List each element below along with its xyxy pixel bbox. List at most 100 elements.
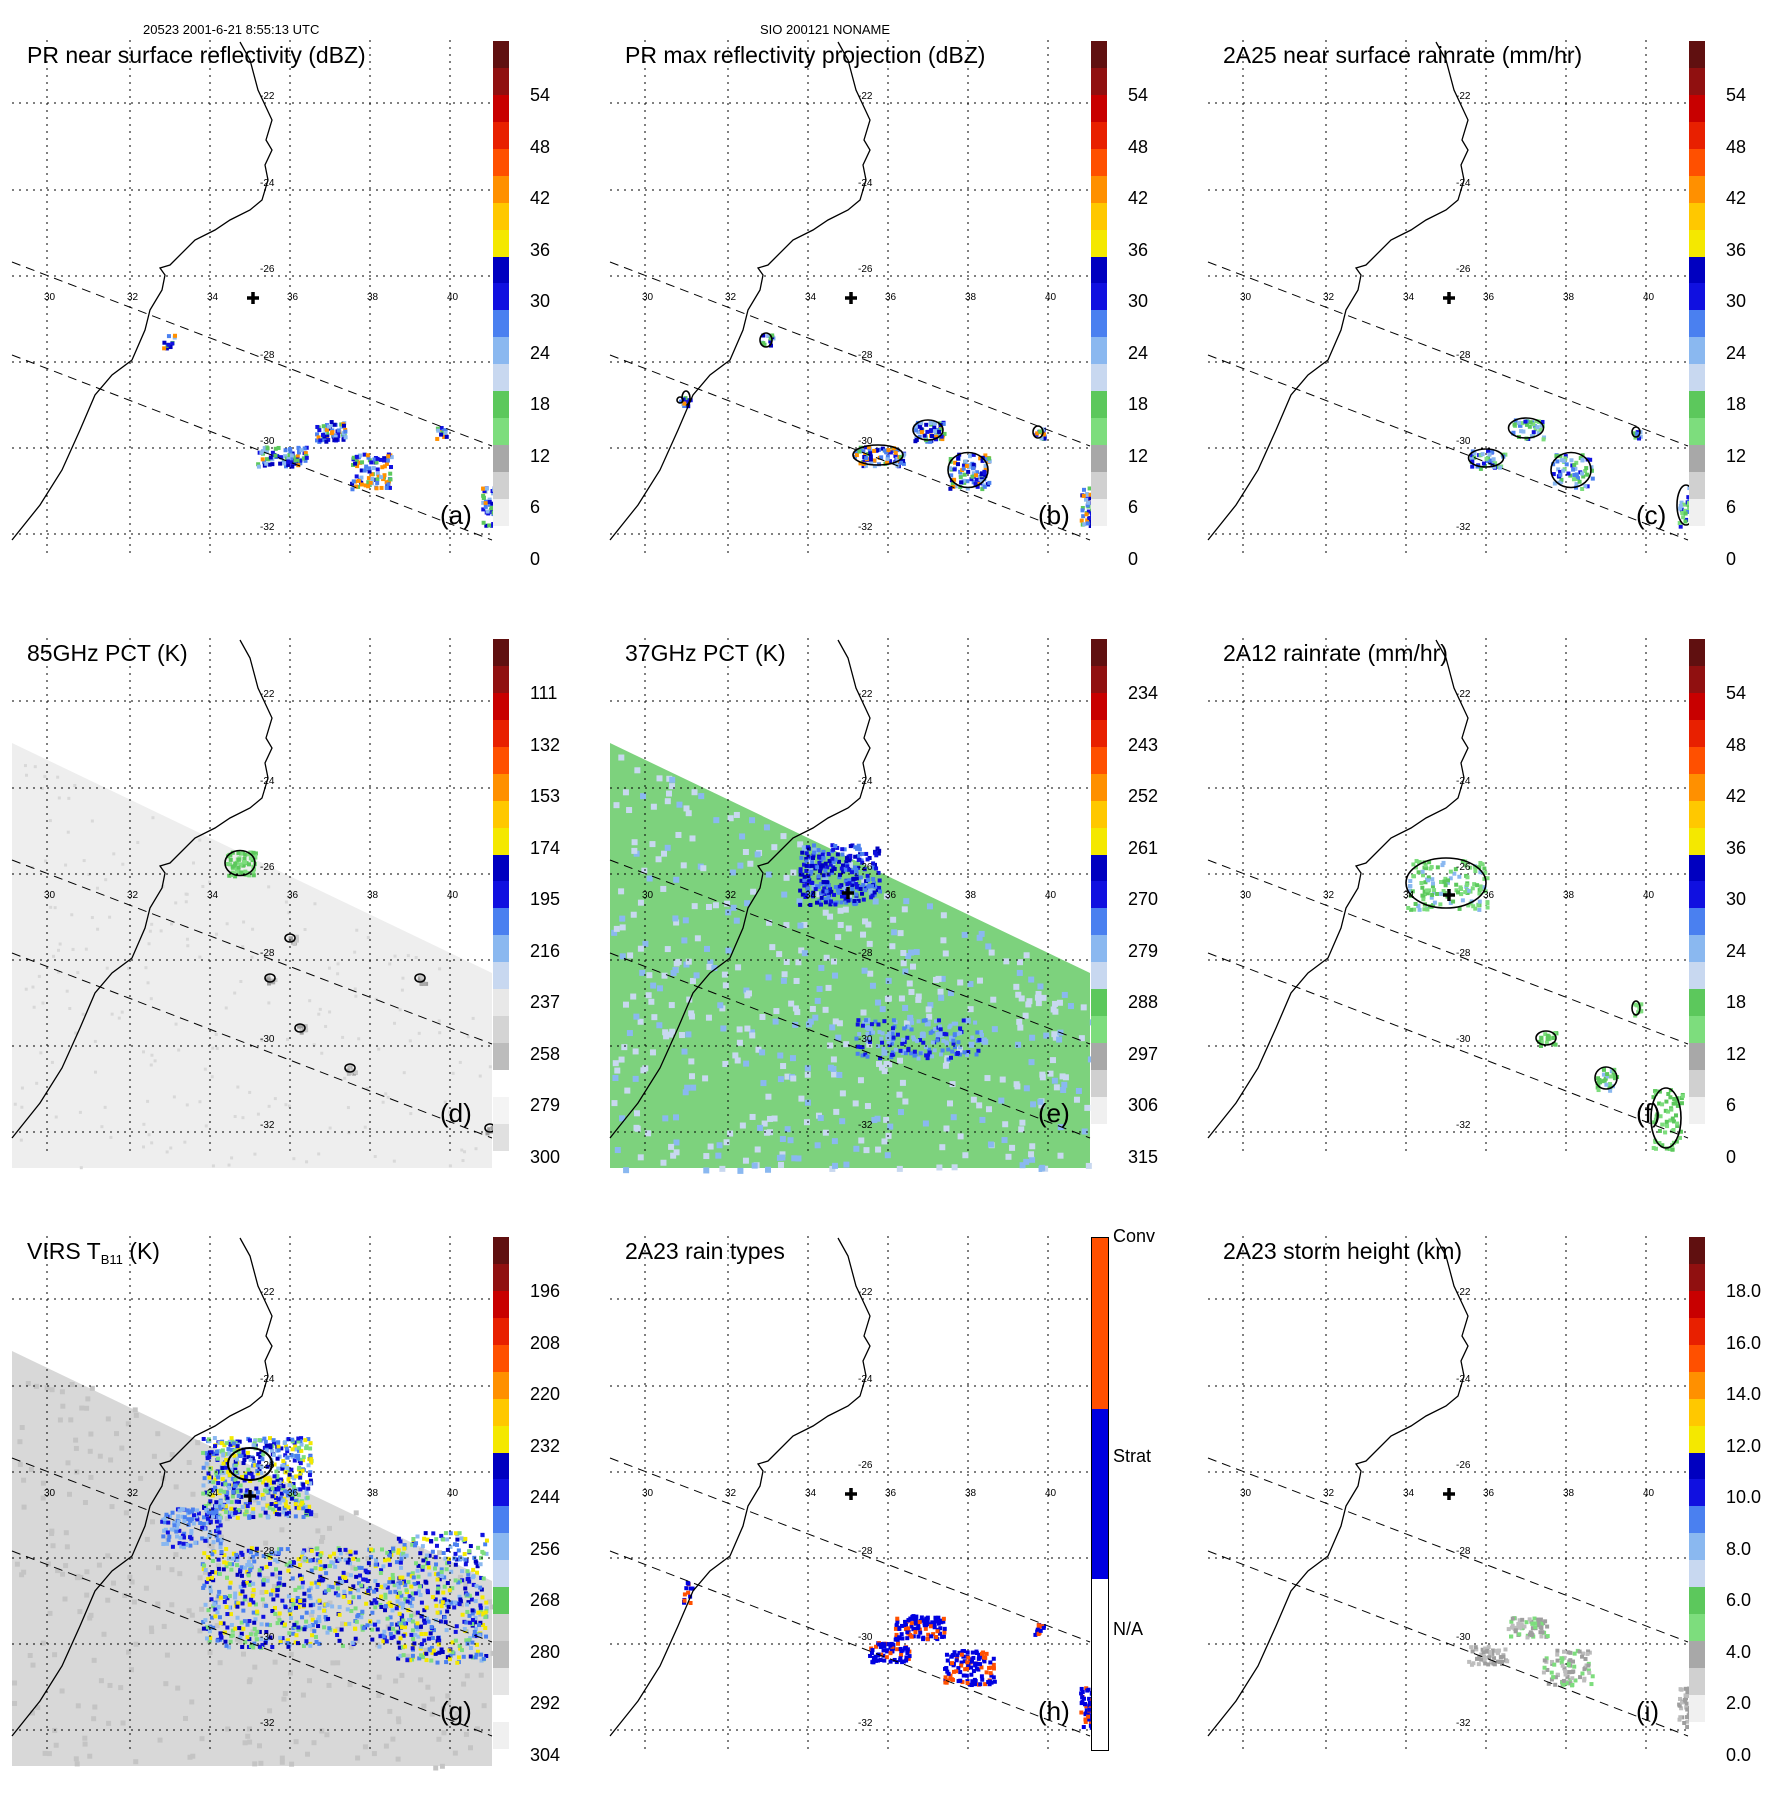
colorbar-segment: [493, 526, 509, 553]
lon-label: 40: [447, 890, 458, 901]
colorbar-segment: [1091, 1016, 1107, 1043]
colorbar-segment: [493, 1641, 509, 1668]
colorbar-segment: [493, 203, 509, 230]
colorbar-tick-label: 243: [1128, 735, 1158, 756]
colorbar-segment: [493, 1668, 509, 1695]
colorbar-segment: [1689, 41, 1705, 68]
panel-title: 2A25 near surface rainrate (mm/hr): [1223, 42, 1582, 69]
colorbar-segment: [493, 257, 509, 284]
colorbar-segment: [1091, 283, 1107, 310]
colorbar: [493, 1237, 509, 1749]
colorbar-segment: [1091, 445, 1107, 472]
colorbar-segment: [1689, 149, 1705, 176]
colorbar-segment: [1689, 418, 1705, 445]
colorbar-segment: [1689, 1641, 1705, 1668]
colorbar-segment: [1689, 1043, 1705, 1070]
lat-label: -26: [260, 862, 274, 873]
colorbar-tick-label: 54: [1128, 85, 1148, 106]
lon-label: 34: [1403, 890, 1414, 901]
colorbar-segment: [1689, 1722, 1705, 1749]
colorbar-segment: [1689, 230, 1705, 257]
lon-label: 30: [642, 890, 653, 901]
colorbar-segment: [493, 1345, 509, 1372]
colorbar-tick-label: 304: [530, 1745, 560, 1766]
colorbar: [1091, 1237, 1109, 1751]
colorbar-segment: [493, 337, 509, 364]
echo-cell: [1542, 1649, 1595, 1688]
colorbar-tick-label: 54: [1726, 85, 1746, 106]
colorbar-tick-label: 0: [1726, 549, 1736, 570]
colorbar-segment: [1091, 230, 1107, 257]
lat-label: -24: [260, 776, 274, 787]
colorbar-segment: [1091, 908, 1107, 935]
colorbar-tick-label: 30: [530, 291, 550, 312]
lat-label: -24: [1456, 1374, 1470, 1385]
map-canvas: [598, 598, 1158, 1198]
colorbar-segment: [1689, 122, 1705, 149]
colorbar-tick-label: 18: [530, 394, 550, 415]
colorbar-segment: [493, 1399, 509, 1426]
colorbar-tick-label: 6.0: [1726, 1590, 1751, 1611]
colorbar-segment: [1689, 962, 1705, 989]
colorbar-tick-label: 24: [1726, 941, 1746, 962]
colorbar-tick-label: 48: [1726, 137, 1746, 158]
panel-title: 85GHz PCT (K): [27, 640, 188, 667]
colorbar-tick-label: 16.0: [1726, 1333, 1761, 1354]
colorbar-segment: [1689, 257, 1705, 284]
colorbar-segment: [1091, 310, 1107, 337]
lon-label: 32: [127, 292, 138, 303]
colorbar-tick-label: 0.0: [1726, 1745, 1751, 1766]
lat-label: -26: [260, 1460, 274, 1471]
panel-label: (d): [440, 1098, 472, 1129]
colorbar-segment: [1689, 1533, 1705, 1560]
lat-label: -32: [260, 1120, 274, 1131]
colorbar-tick-label: 18: [1726, 394, 1746, 415]
swath-edge: [1208, 860, 1688, 1044]
colorbar-segment: [1689, 1070, 1705, 1097]
storm-center-marker: [1443, 292, 1455, 304]
panel-label: (h): [1038, 1696, 1070, 1727]
colorbar-segment: [493, 1695, 509, 1722]
lat-label: -22: [858, 91, 872, 102]
lon-label: 38: [367, 292, 378, 303]
colorbar-segment: [1689, 1097, 1705, 1124]
lat-label: -26: [1456, 1460, 1470, 1471]
lat-label: -28: [260, 350, 274, 361]
colorbar-tick-label: 18: [1726, 992, 1746, 1013]
panel-title: 2A23 rain types: [625, 1238, 785, 1265]
colorbar-tick-label: 36: [1726, 838, 1746, 859]
lat-label: -32: [858, 1120, 872, 1131]
lon-label: 30: [1240, 292, 1251, 303]
lat-label: -30: [260, 1034, 274, 1045]
colorbar-segment: [1689, 1399, 1705, 1426]
lon-label: 36: [1483, 890, 1494, 901]
colorbar-segment: [1689, 1479, 1705, 1506]
lat-label: -28: [1456, 1546, 1470, 1557]
colorbar-tick-label: 111: [530, 683, 557, 704]
colorbar-segment: [493, 828, 509, 855]
colorbar-segment: [493, 1453, 509, 1480]
colorbar-tick-label: 24: [1726, 343, 1746, 364]
colorbar-tick-label: 252: [1128, 786, 1158, 807]
colorbar-tick-label: 270: [1128, 889, 1158, 910]
colorbar-tick-label: 42: [530, 188, 550, 209]
colorbar-segment: [493, 1587, 509, 1614]
colorbar-segment: [1091, 747, 1107, 774]
lat-label: -24: [260, 178, 274, 189]
lat-label: -32: [260, 522, 274, 533]
colorbar-tick-label: 18.0: [1726, 1281, 1761, 1302]
colorbar-segment: [1689, 1372, 1705, 1399]
colorbar-segment: [493, 720, 509, 747]
colorbar-segment: [1689, 855, 1705, 882]
lat-label: -28: [1456, 350, 1470, 361]
colorbar-segment: [493, 68, 509, 95]
colorbar-segment: [493, 639, 509, 666]
colorbar: [1689, 41, 1705, 553]
lat-label: -32: [858, 1718, 872, 1729]
colorbar-tick-label: 268: [530, 1590, 560, 1611]
